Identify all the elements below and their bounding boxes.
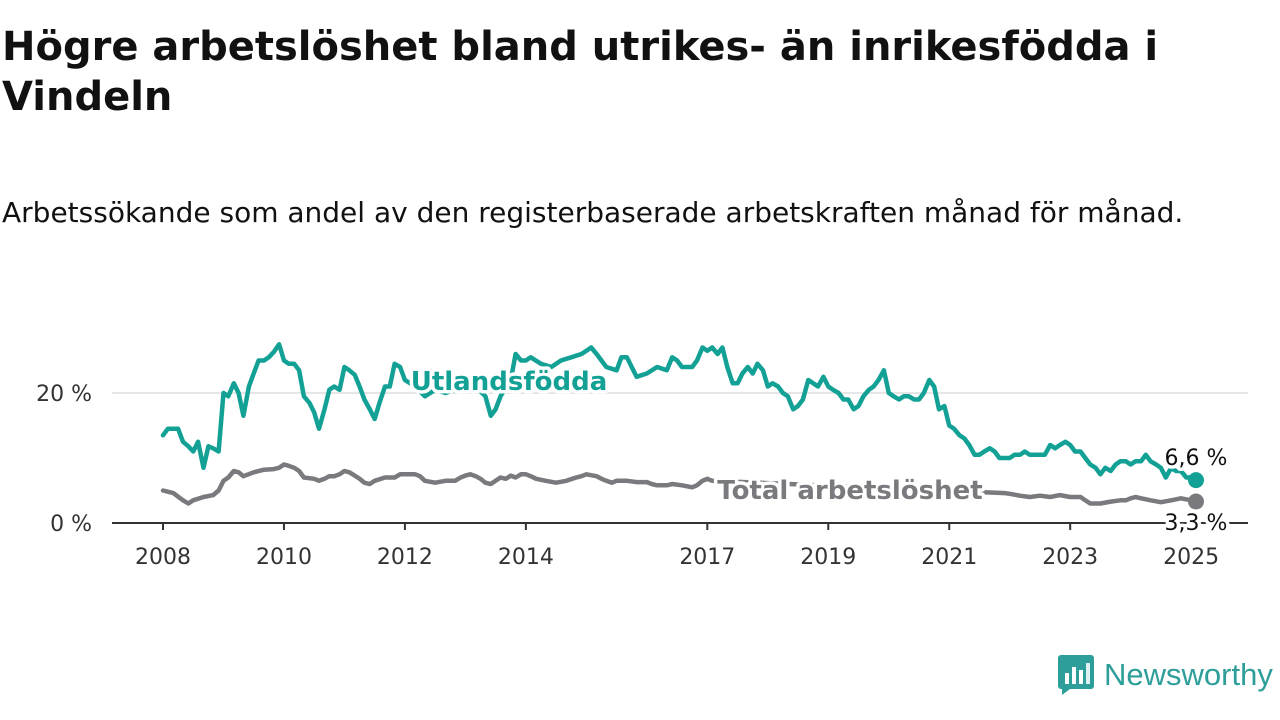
chart-subtitle: Arbetssökande som andel av den registerb… (2, 196, 1184, 229)
x-tick-label: 2014 (498, 545, 554, 570)
series-label-utlandsfodda-text: Utlandsfödda (411, 367, 608, 397)
y-tick-label: 20 % (36, 382, 92, 407)
x-axis-tick-labels: 2008 2010 2012 2014 2017 2019 2021 2023 2025 (135, 523, 1219, 570)
y-tick-label: 0 % (50, 512, 92, 537)
end-value-total-text: 3,3 % (1165, 511, 1228, 536)
end-value-total-halo: 3,3 % (1165, 511, 1228, 536)
brand-name: Newsworthy (1104, 657, 1273, 692)
series-lines (160, 342, 1204, 510)
newsworthy-logo: Newsworthy (1058, 654, 1273, 696)
chart-title: Högre arbetslöshet bland utrikes- än inr… (2, 24, 1159, 120)
series-label-utlandsfodda-halo: Utlandsfödda (411, 367, 608, 397)
series-label-total-halo: Total arbetslöshet (717, 476, 982, 506)
x-tick-label: 2025 (1163, 545, 1219, 570)
x-tick-label: 2017 (679, 545, 735, 570)
end-value-utlandsfodda-halo: 6,6 % (1165, 446, 1228, 471)
series-label-total-text: Total arbetslöshet (717, 476, 982, 506)
x-tick-label: 2010 (256, 545, 312, 570)
newsworthy-logo-icon (1058, 655, 1094, 695)
gridlines (112, 392, 1248, 524)
series-line-utlandsfodda (160, 342, 1199, 483)
end-value-utlandsfodda-text: 6,6 % (1165, 446, 1228, 471)
x-tick-label: 2012 (377, 545, 433, 570)
x-tick-label: 2023 (1042, 545, 1098, 570)
x-tick-label: 2008 (135, 545, 191, 570)
x-tick-label: 2019 (800, 545, 856, 570)
end-point-utlandsfodda (1188, 472, 1204, 489)
end-point-total (1188, 493, 1204, 510)
y-axis-tick-labels: 0 % 20 % (36, 382, 92, 537)
end-value-utlandsfodda: 6,6 %6,6 % (1161, 443, 1231, 475)
end-value-total: 3,3 %3,3 % (1161, 508, 1231, 540)
series-line-total (160, 462, 1199, 506)
x-tick-label: 2021 (921, 545, 977, 570)
